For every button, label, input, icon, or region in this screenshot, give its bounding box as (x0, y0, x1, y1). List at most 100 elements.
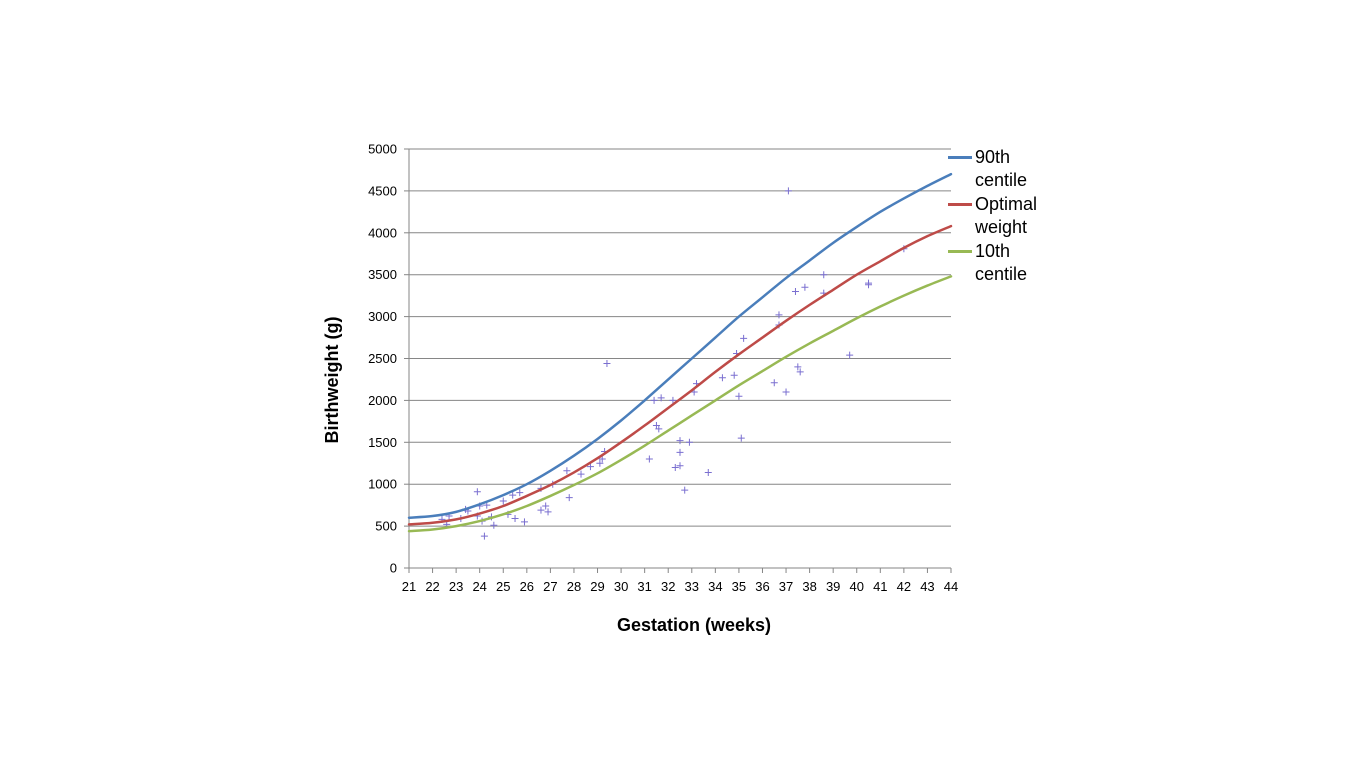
x-tick-label-40: 40 (850, 579, 864, 594)
scatter-point-28 (586, 463, 594, 471)
y-tick-label-4000: 4000 (368, 225, 397, 240)
x-tick-label-32: 32 (661, 579, 675, 594)
y-tick-label-2500: 2500 (368, 351, 397, 366)
scatter-point-30 (598, 455, 606, 463)
scatter-point-40 (676, 437, 684, 445)
x-tick-label-21: 21 (402, 579, 416, 594)
scatter-point-10 (480, 532, 488, 540)
scatter-point-21 (537, 506, 545, 514)
y-tick-labels: 0 500 1000 1500 2000 2500 3000 3500 4000 4500 5000 (368, 142, 397, 576)
scatter-point-58 (784, 187, 792, 195)
series-line-1 (407, 224, 953, 526)
legend-item-0: 90th centile (948, 146, 1055, 192)
scatter-point-49 (730, 371, 738, 379)
y-tick-label-1500: 1500 (368, 435, 397, 450)
y-tick-label-2000: 2000 (368, 393, 397, 408)
scatter-point-27 (577, 470, 585, 478)
scatter-point-36 (655, 425, 663, 433)
x-tick-label-23: 23 (449, 579, 463, 594)
scatter-point-29 (596, 459, 604, 467)
axes (408, 149, 952, 573)
x-tick-label-39: 39 (826, 579, 840, 594)
y-tick-label-3000: 3000 (368, 309, 397, 324)
x-axis-title: Gestation (weeks) (617, 615, 771, 635)
x-tick-label-26: 26 (520, 579, 534, 594)
scatter-point-48 (718, 374, 726, 382)
scatter-point-44 (685, 438, 693, 446)
scatter-point-37 (657, 394, 665, 402)
x-tick-label-37: 37 (779, 579, 793, 594)
x-tick-label-24: 24 (472, 579, 486, 594)
scatter-point-63 (820, 271, 828, 279)
scatter-point-19 (520, 518, 528, 526)
scatter-point-67 (865, 281, 873, 289)
scatter-point-55 (775, 311, 783, 319)
legend-swatch-2 (948, 250, 972, 253)
series-lines (407, 172, 953, 533)
scatter-point-22 (542, 502, 550, 510)
x-tick-label-41: 41 (873, 579, 887, 594)
scatter-point-17 (511, 515, 519, 523)
scatter-point-41 (676, 448, 684, 456)
x-tick-label-27: 27 (543, 579, 557, 594)
x-tick-label-25: 25 (496, 579, 510, 594)
y-tick-label-500: 500 (375, 519, 397, 534)
x-tick-label-30: 30 (614, 579, 628, 594)
scatter-point-23 (544, 508, 552, 516)
scatter-point-61 (796, 368, 804, 376)
scatter-point-60 (794, 363, 802, 371)
scatter-point-18 (516, 489, 524, 497)
y-tick-label-5000: 5000 (368, 142, 397, 157)
scatter-point-51 (735, 392, 743, 400)
x-tick-label-44: 44 (944, 579, 958, 594)
scatter-point-54 (770, 379, 778, 387)
scatter-point-13 (490, 521, 498, 529)
x-tick-label-35: 35 (732, 579, 746, 594)
legend: 90th centile Optimal weight 10th centile (948, 146, 1055, 287)
legend-item-2: 10th centile (948, 240, 1055, 286)
x-tick-label-29: 29 (590, 579, 604, 594)
x-tick-label-38: 38 (802, 579, 816, 594)
y-axis-title: Birthweight (g) (322, 317, 342, 444)
scatter-point-57 (782, 388, 790, 396)
scatter-point-62 (801, 283, 809, 291)
series-line-2 (407, 275, 953, 533)
x-tick-label-36: 36 (755, 579, 769, 594)
scatter-point-43 (681, 486, 689, 494)
scatter-point-14 (499, 497, 507, 505)
scatter-point-52 (737, 434, 745, 442)
scatter-point-53 (740, 334, 748, 342)
legend-label-2: 10th centile (975, 241, 1028, 284)
y-tick-label-4500: 4500 (368, 183, 397, 198)
scatter-point-33 (645, 455, 653, 463)
scatter-point-59 (791, 287, 799, 295)
legend-item-1: Optimal weight (948, 193, 1055, 239)
series-line-0 (407, 172, 953, 519)
scatter-point-32 (603, 360, 611, 368)
scatter-point-34 (650, 396, 658, 404)
scatter-point-6 (473, 488, 481, 496)
scatter-point-16 (509, 491, 517, 499)
scatter-point-47 (704, 468, 712, 476)
y-tick-label-0: 0 (390, 561, 397, 576)
scatter-point-39 (671, 463, 679, 471)
legend-label-1: Optimal weight (975, 194, 1038, 237)
scatter-point-26 (565, 494, 573, 502)
scatter-point-65 (846, 351, 854, 359)
x-tick-label-33: 33 (685, 579, 699, 594)
x-tick-label-22: 22 (425, 579, 439, 594)
x-tick-label-43: 43 (920, 579, 934, 594)
x-tick-label-42: 42 (897, 579, 911, 594)
scatter-point-38 (669, 396, 677, 404)
x-tick-labels: 21 22 23 24 25 26 27 28 29 30 31 32 33 34 35 36 37 38 39 40… (402, 579, 958, 594)
y-tick-label-3500: 3500 (368, 267, 397, 282)
scatter-point-25 (563, 467, 571, 475)
x-tick-label-34: 34 (708, 579, 722, 594)
legend-label-0: 90th centile (975, 147, 1028, 190)
x-tick-label-31: 31 (637, 579, 651, 594)
y-tick-label-1000: 1000 (368, 477, 397, 492)
scatter-point-42 (676, 462, 684, 470)
legend-swatch-0 (948, 156, 972, 159)
x-tick-label-28: 28 (567, 579, 581, 594)
